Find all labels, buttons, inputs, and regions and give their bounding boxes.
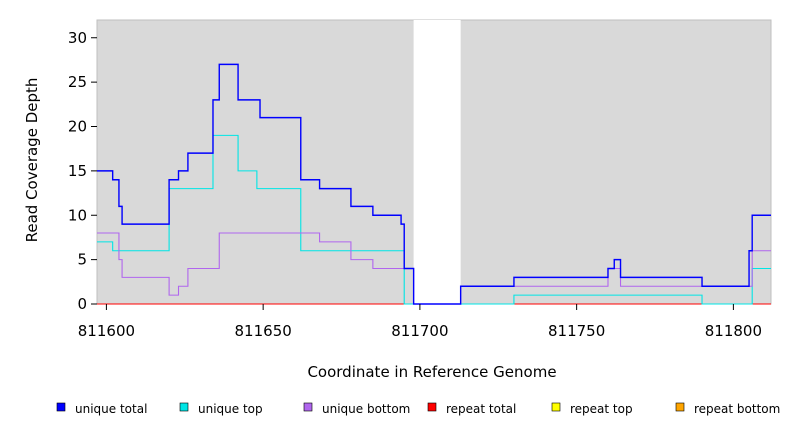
y-axis-title: Read Coverage Depth bbox=[23, 78, 41, 243]
legend-label: repeat top bbox=[570, 402, 633, 416]
x-tick-label: 811700 bbox=[391, 322, 448, 340]
x-tick-label: 811750 bbox=[548, 322, 605, 340]
x-tick-label: 811800 bbox=[705, 322, 762, 340]
axes: 0 5 10 15 20 25 30 811600 811650 811700 811750 8118… bbox=[68, 29, 762, 340]
legend-label: repeat bottom bbox=[694, 402, 780, 416]
y-tick-label: 5 bbox=[77, 251, 87, 269]
y-tick-label: 0 bbox=[77, 295, 87, 313]
legend-swatch bbox=[56, 402, 66, 412]
legend-swatch bbox=[179, 402, 189, 412]
legend-swatch bbox=[551, 402, 561, 412]
series-lines bbox=[97, 63, 771, 305]
x-tick-label: 811600 bbox=[78, 322, 135, 340]
y-tick-label: 30 bbox=[68, 29, 87, 47]
x-tick-label: 811650 bbox=[235, 322, 292, 340]
y-tick-label: 10 bbox=[68, 206, 87, 224]
y-tick-label: 15 bbox=[68, 162, 87, 180]
series-line-unique-total bbox=[97, 63, 771, 305]
legend: unique total unique top unique bottom repea… bbox=[56, 402, 780, 416]
legend-swatch bbox=[427, 402, 437, 412]
series-line-unique-top bbox=[97, 134, 771, 305]
y-tick-label: 25 bbox=[68, 73, 87, 91]
legend-label: repeat total bbox=[446, 402, 516, 416]
gap-region bbox=[413, 20, 461, 304]
legend-label: unique top bbox=[198, 402, 263, 416]
legend-label: unique total bbox=[75, 402, 147, 416]
series-line-unique-bottom bbox=[97, 232, 771, 305]
x-axis-title: Coordinate in Reference Genome bbox=[307, 363, 556, 381]
legend-swatch bbox=[303, 402, 313, 412]
legend-label: unique bottom bbox=[322, 402, 410, 416]
legend-swatch bbox=[675, 402, 685, 412]
plot-area bbox=[96, 19, 772, 305]
y-tick-label: 20 bbox=[68, 118, 87, 136]
